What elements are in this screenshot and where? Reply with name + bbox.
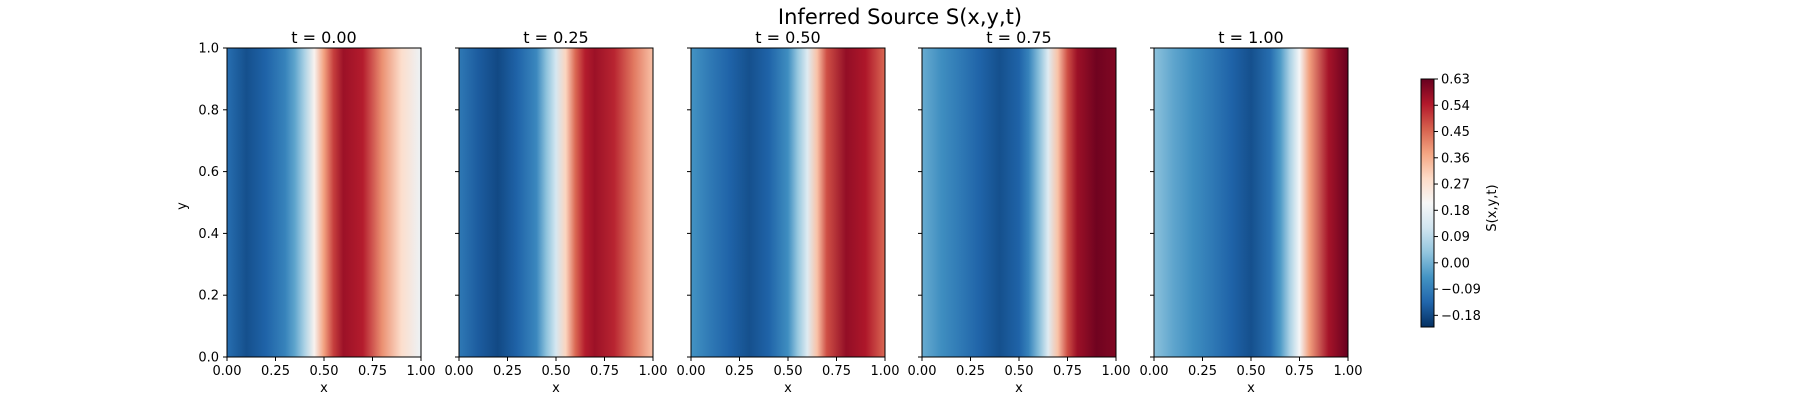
x-tick-label: 0.50 <box>1005 364 1034 379</box>
x-axis-label: x <box>784 381 792 396</box>
x-tick-label: 0.50 <box>774 364 803 379</box>
colorbar-tick-label: −0.18 <box>1441 309 1481 324</box>
colorbar-tick-label: 0.54 <box>1441 99 1470 114</box>
heatmap-panel-2 <box>691 48 885 357</box>
colorbar-tick-label: 0.63 <box>1441 73 1470 88</box>
x-tick-label: 0.00 <box>213 364 242 379</box>
x-tick-label: 0.00 <box>677 364 706 379</box>
colorbar <box>1421 79 1434 327</box>
panel-title-4: t = 1.00 <box>1218 28 1283 47</box>
x-tick-label: 1.00 <box>1334 364 1363 379</box>
colorbar-tick-label: 0.27 <box>1441 178 1470 193</box>
heatmap-panel-4 <box>1154 48 1348 357</box>
colorbar-tick-label: 0.45 <box>1441 125 1470 140</box>
colorbar-label: S(x,y,t) <box>1485 184 1500 231</box>
y-tick-label: 0.4 <box>198 227 219 242</box>
x-tick-label: 0.25 <box>725 364 754 379</box>
colorbar-tick-label: 0.09 <box>1441 230 1470 245</box>
panel-title-1: t = 0.25 <box>523 28 588 47</box>
x-tick-label: 0.75 <box>1285 364 1314 379</box>
x-tick-label: 1.00 <box>407 364 436 379</box>
x-tick-label: 1.00 <box>1102 364 1131 379</box>
x-axis-label: x <box>1015 381 1023 396</box>
colorbar-tick-label: 0.18 <box>1441 204 1470 219</box>
panel-title-3: t = 0.75 <box>986 28 1051 47</box>
x-tick-label: 0.00 <box>908 364 937 379</box>
x-tick-label: 0.25 <box>261 364 290 379</box>
x-tick-label: 0.50 <box>1237 364 1266 379</box>
y-tick-label: 0.2 <box>198 289 219 304</box>
x-tick-label: 0.50 <box>310 364 339 379</box>
heatmap-panel-1 <box>459 48 653 357</box>
panel-title-2: t = 0.50 <box>755 28 820 47</box>
x-tick-label: 1.00 <box>871 364 900 379</box>
x-tick-label: 0.75 <box>822 364 851 379</box>
y-tick-label: 0.0 <box>198 351 219 366</box>
x-axis-label: x <box>1247 381 1255 396</box>
heatmap-panel-3 <box>922 48 1116 357</box>
x-axis-label: x <box>552 381 560 396</box>
y-tick-label: 0.8 <box>198 103 219 118</box>
x-tick-label: 0.00 <box>445 364 474 379</box>
x-tick-label: 0.25 <box>1188 364 1217 379</box>
x-tick-label: 1.00 <box>639 364 668 379</box>
x-axis-label: x <box>320 381 328 396</box>
y-axis-label: y <box>175 202 190 210</box>
panel-title-0: t = 0.00 <box>291 28 356 47</box>
colorbar-tick-label: 0.00 <box>1441 256 1470 271</box>
x-tick-label: 0.00 <box>1140 364 1169 379</box>
colorbar-frame <box>1420 78 1435 328</box>
x-tick-label: 0.75 <box>358 364 387 379</box>
colorbar-tick-label: −0.09 <box>1441 283 1481 298</box>
x-tick-label: 0.75 <box>1053 364 1082 379</box>
y-tick-label: 0.6 <box>198 165 219 180</box>
figure-title: Inferred Source S(x,y,t) <box>778 5 1022 29</box>
y-tick-label: 1.0 <box>198 42 219 57</box>
heatmap-panel-0 <box>227 48 421 357</box>
colorbar-tick-label: 0.36 <box>1441 151 1470 166</box>
x-tick-label: 0.50 <box>542 364 571 379</box>
x-tick-label: 0.25 <box>956 364 985 379</box>
x-tick-label: 0.75 <box>590 364 619 379</box>
x-tick-label: 0.25 <box>493 364 522 379</box>
